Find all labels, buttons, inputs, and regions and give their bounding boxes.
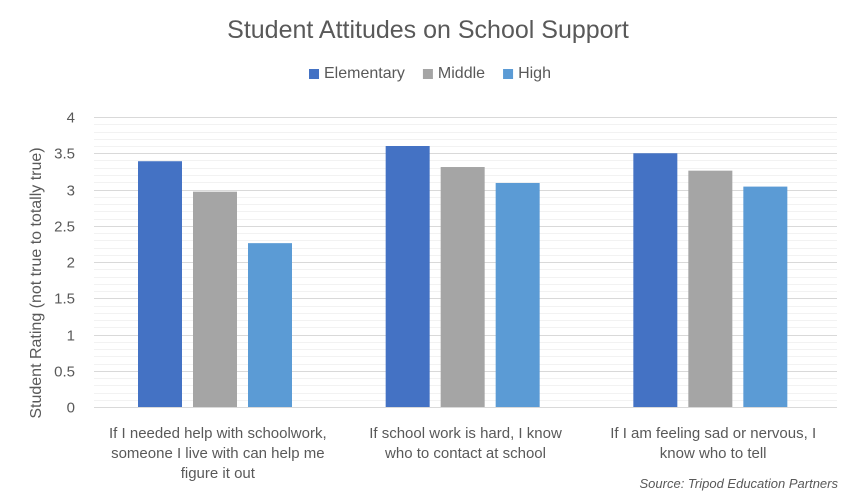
legend: Elementary Middle High xyxy=(309,65,551,82)
bar-middle xyxy=(193,191,237,407)
legend-swatch-high xyxy=(503,69,514,79)
x-category-label-line: who to contact at school xyxy=(384,445,546,462)
x-category-label-line: know who to tell xyxy=(660,445,767,462)
y-tick-label: 1.5 xyxy=(54,291,75,308)
y-tick-label: 3 xyxy=(67,183,75,200)
x-axis-categories: If I needed help with schoolwork, someone… xyxy=(109,425,816,482)
y-tick-label: 1 xyxy=(67,328,75,345)
x-category-label-line: someone I live with can help me xyxy=(111,445,324,462)
source-note: Source: Tripod Education Partners xyxy=(640,476,839,491)
x-category-label-line: If school work is hard, I know xyxy=(369,425,562,442)
bar-high xyxy=(495,182,540,407)
bar-elementary xyxy=(138,161,182,407)
y-axis-ticks: 0 0.5 1 1.5 2 2.5 3 3.5 4 xyxy=(54,110,75,417)
bars xyxy=(138,146,788,407)
y-tick-label: 4 xyxy=(67,110,75,127)
bar-elementary xyxy=(633,153,678,407)
bar-middle xyxy=(440,167,485,407)
y-axis-title: Student Rating (not true to totally true… xyxy=(28,147,45,418)
y-tick-label: 0 xyxy=(67,400,75,417)
legend-swatch-middle xyxy=(422,69,433,79)
x-category-label-line: If I am feeling sad or nervous, I xyxy=(610,425,816,442)
x-category-label-line: figure it out xyxy=(181,465,256,482)
x-category-label-line: If I needed help with schoolwork, xyxy=(109,425,327,442)
legend-label-elementary: Elementary xyxy=(324,65,405,82)
bar-high xyxy=(248,243,292,407)
x-category-label: If I needed help with schoolwork, someone… xyxy=(109,425,327,482)
x-category-label: If I am feeling sad or nervous, I know wh… xyxy=(610,425,816,462)
bar-high xyxy=(743,186,788,407)
y-tick-label: 0.5 xyxy=(54,364,75,381)
legend-swatch-elementary xyxy=(309,69,319,79)
y-tick-label: 2 xyxy=(67,255,75,272)
bar-middle xyxy=(688,170,733,407)
legend-label-middle: Middle xyxy=(438,65,485,82)
y-tick-label: 3.5 xyxy=(54,146,75,163)
legend-label-high: High xyxy=(518,65,551,82)
chart-title: Student Attitudes on School Support xyxy=(227,16,629,44)
y-tick-label: 2.5 xyxy=(54,219,75,236)
bar-elementary xyxy=(385,146,430,407)
x-category-label: If school work is hard, I know who to con… xyxy=(369,425,562,462)
